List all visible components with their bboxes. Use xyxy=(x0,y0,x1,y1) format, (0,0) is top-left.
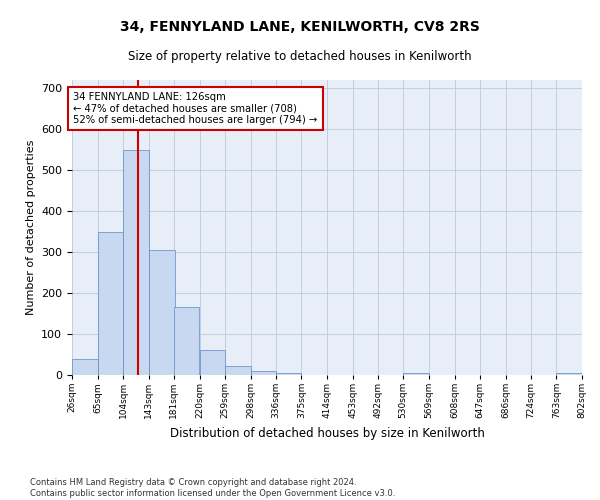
Bar xyxy=(199,350,225,375)
Bar xyxy=(403,373,429,375)
Bar xyxy=(123,150,149,375)
Bar xyxy=(225,366,251,375)
Text: 34 FENNYLAND LANE: 126sqm
← 47% of detached houses are smaller (708)
52% of semi: 34 FENNYLAND LANE: 126sqm ← 47% of detac… xyxy=(73,92,317,126)
Bar xyxy=(98,232,123,375)
Bar xyxy=(276,373,301,375)
Bar xyxy=(72,358,98,375)
Text: Size of property relative to detached houses in Kenilworth: Size of property relative to detached ho… xyxy=(128,50,472,63)
Text: 34, FENNYLAND LANE, KENILWORTH, CV8 2RS: 34, FENNYLAND LANE, KENILWORTH, CV8 2RS xyxy=(120,20,480,34)
Y-axis label: Number of detached properties: Number of detached properties xyxy=(26,140,35,315)
Bar xyxy=(251,371,277,375)
Bar xyxy=(556,373,582,375)
X-axis label: Distribution of detached houses by size in Kenilworth: Distribution of detached houses by size … xyxy=(170,426,484,440)
Bar xyxy=(149,250,175,375)
Bar xyxy=(174,308,199,375)
Text: Contains HM Land Registry data © Crown copyright and database right 2024.
Contai: Contains HM Land Registry data © Crown c… xyxy=(30,478,395,498)
